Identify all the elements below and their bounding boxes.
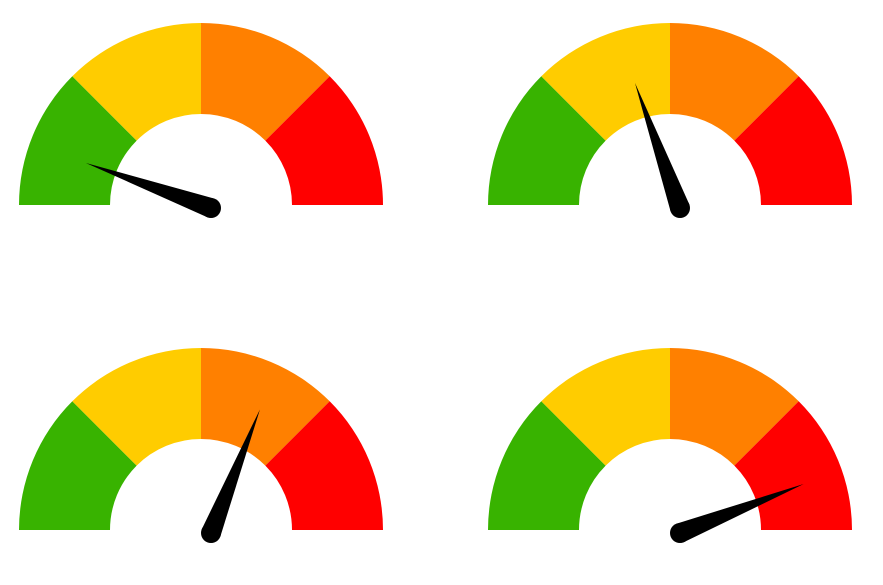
gauge-very-high-dial: [488, 348, 852, 543]
gauge-high: [18, 347, 384, 567]
gauge-high-yellow-zone: [72, 348, 201, 466]
gauge-very-high-yellow-zone: [541, 348, 670, 466]
gauge-low-orange-zone: [201, 23, 330, 141]
gauge-medium-orange-zone: [670, 23, 799, 141]
gauge-low-yellow-zone: [72, 23, 201, 141]
gauge-low-green-zone: [19, 76, 137, 205]
gauge-high-green-zone: [19, 401, 137, 530]
gauge-very-high-needle: [670, 484, 804, 543]
gauge-low: [18, 22, 384, 242]
gauge-high-orange-zone: [201, 348, 330, 466]
gauge-low-red-zone: [265, 76, 383, 205]
gauge-high-dial: [19, 348, 383, 543]
gauge-very-high: [487, 347, 853, 567]
gauge-medium-needle: [634, 82, 690, 218]
gauge-high-needle-hub: [201, 523, 221, 543]
gauge-high-needle: [201, 409, 260, 543]
gauge-very-high-needle-hub: [670, 523, 690, 543]
gauge-medium-needle-hub: [670, 198, 690, 218]
gauge-medium: [487, 22, 853, 242]
gauge-medium-yellow-zone: [541, 23, 670, 141]
gauge-low-dial: [19, 23, 383, 218]
gauge-low-needle-hub: [201, 198, 221, 218]
gauge-medium-green-zone: [488, 76, 606, 205]
gauge-medium-dial: [488, 23, 852, 218]
gauge-very-high-orange-zone: [670, 348, 799, 466]
gauge-low-needle: [85, 162, 221, 218]
gauge-high-red-zone: [265, 401, 383, 530]
gauge-very-high-green-zone: [488, 401, 606, 530]
gauge-medium-red-zone: [734, 76, 852, 205]
